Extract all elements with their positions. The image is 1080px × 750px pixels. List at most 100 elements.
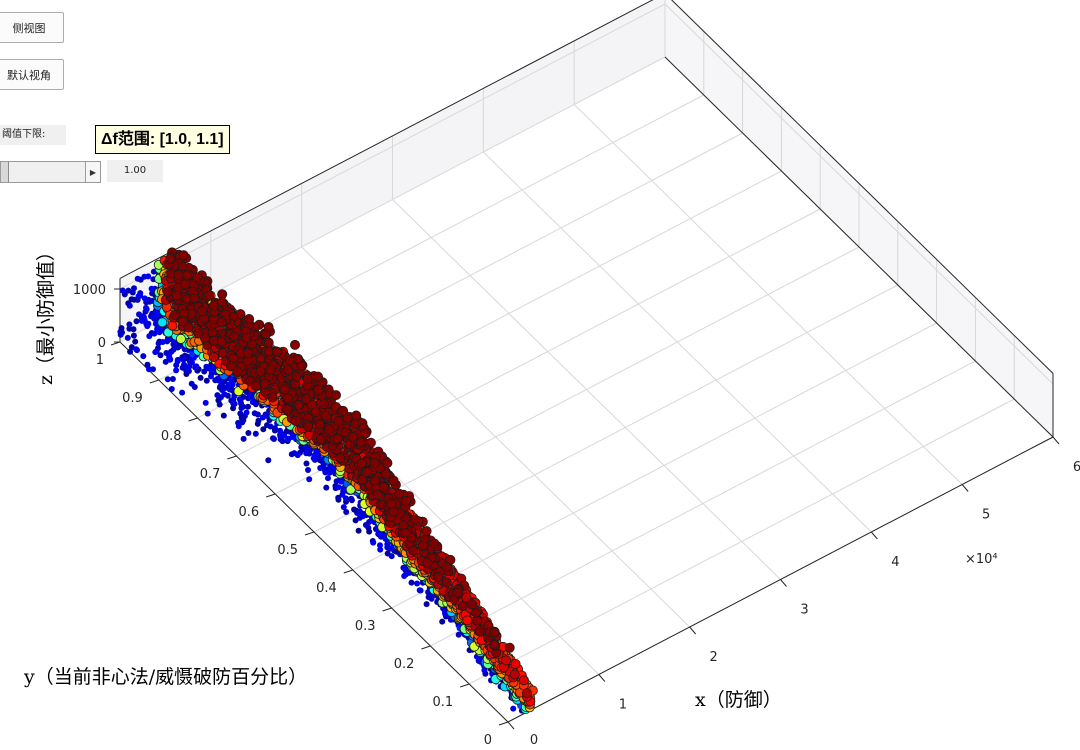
data-point bbox=[303, 460, 310, 467]
data-point bbox=[159, 339, 166, 345]
data-point bbox=[335, 494, 342, 501]
data-point bbox=[173, 367, 180, 374]
data-point bbox=[225, 381, 232, 388]
data-point bbox=[377, 546, 384, 553]
data-point bbox=[164, 376, 171, 383]
data-point bbox=[323, 484, 330, 491]
data-point bbox=[384, 543, 391, 550]
data-point bbox=[221, 391, 228, 398]
data-point bbox=[306, 476, 313, 483]
data-point bbox=[310, 455, 317, 462]
data-point bbox=[130, 326, 137, 333]
data-point bbox=[400, 564, 407, 571]
data-point bbox=[267, 423, 274, 430]
data-point bbox=[149, 314, 156, 320]
data-point bbox=[388, 553, 395, 560]
data-point bbox=[125, 287, 132, 294]
data-point bbox=[414, 580, 421, 587]
data-point bbox=[355, 510, 362, 517]
data-point bbox=[126, 302, 133, 309]
data-point bbox=[522, 688, 533, 699]
grid-y-floor bbox=[430, 360, 976, 647]
data-point bbox=[408, 579, 415, 586]
data-point bbox=[339, 491, 346, 498]
data-point bbox=[209, 369, 216, 376]
data-point bbox=[285, 435, 292, 442]
data-point bbox=[255, 417, 262, 424]
data-point bbox=[238, 414, 245, 421]
top-edge bbox=[119, 0, 654, 279]
data-point bbox=[208, 352, 219, 363]
data-point bbox=[472, 615, 483, 626]
data-point bbox=[235, 423, 242, 430]
data-point bbox=[167, 320, 178, 331]
data-point bbox=[133, 346, 140, 353]
data-point bbox=[135, 293, 142, 300]
data-point bbox=[265, 457, 272, 464]
data-point bbox=[428, 595, 435, 602]
data-point bbox=[466, 599, 477, 610]
data-point bbox=[251, 410, 258, 417]
data-point bbox=[205, 365, 212, 372]
data-point bbox=[303, 450, 310, 457]
data-point bbox=[270, 435, 276, 442]
data-point bbox=[226, 386, 233, 393]
data-point bbox=[263, 337, 274, 348]
data-point bbox=[401, 573, 408, 579]
data-point bbox=[166, 353, 173, 360]
grid-y-floor bbox=[391, 322, 937, 609]
data-point bbox=[144, 361, 151, 368]
data-point bbox=[189, 359, 195, 366]
data-point bbox=[179, 389, 186, 396]
data-point bbox=[216, 401, 223, 408]
data-point bbox=[455, 631, 462, 638]
data-point bbox=[197, 374, 204, 381]
data-point bbox=[204, 410, 211, 417]
data-point bbox=[348, 495, 355, 502]
data-point bbox=[169, 376, 176, 382]
data-point bbox=[188, 380, 195, 387]
data-point bbox=[421, 526, 432, 537]
data-point bbox=[152, 349, 159, 356]
data-point bbox=[518, 675, 529, 686]
data-point bbox=[317, 465, 324, 471]
data-point bbox=[510, 659, 521, 670]
data-point bbox=[136, 311, 142, 318]
data-point bbox=[203, 377, 210, 384]
data-point bbox=[240, 435, 247, 442]
grid-y-floor bbox=[352, 284, 899, 571]
data-point bbox=[489, 627, 500, 638]
data-point bbox=[134, 275, 141, 282]
grid-y-floor bbox=[468, 398, 1015, 685]
data-point bbox=[184, 364, 191, 371]
data-point bbox=[168, 386, 175, 392]
data-point bbox=[252, 430, 259, 437]
data-point bbox=[377, 542, 383, 549]
data-point bbox=[138, 317, 145, 324]
data-point bbox=[175, 333, 186, 344]
data-point bbox=[325, 475, 331, 482]
data-point bbox=[192, 364, 199, 371]
data-point bbox=[130, 332, 137, 339]
data-point bbox=[217, 347, 228, 358]
data-point bbox=[117, 331, 124, 338]
side-edge bbox=[664, 56, 1054, 438]
data-point bbox=[201, 368, 208, 375]
data-point bbox=[343, 509, 350, 515]
data-point bbox=[202, 399, 209, 406]
top-edge bbox=[671, 0, 1054, 374]
data-point bbox=[127, 348, 134, 355]
data-point bbox=[439, 618, 446, 625]
data-point bbox=[362, 522, 369, 528]
data-point bbox=[230, 400, 237, 407]
data-point bbox=[131, 285, 137, 292]
data-point bbox=[214, 392, 221, 399]
data-point bbox=[510, 705, 517, 712]
data-point bbox=[355, 527, 362, 534]
data-point bbox=[132, 338, 139, 345]
data-point bbox=[501, 655, 512, 666]
data-point bbox=[238, 405, 245, 411]
data-point bbox=[236, 396, 243, 403]
data-point bbox=[157, 352, 164, 359]
